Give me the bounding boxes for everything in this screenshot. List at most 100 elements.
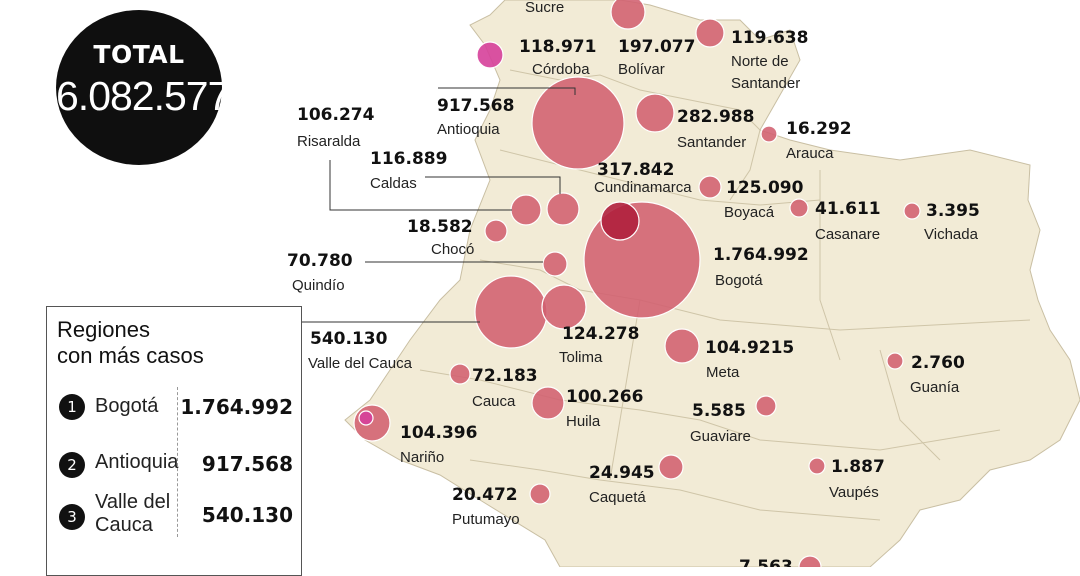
case-bubbles — [353, 0, 921, 567]
label-huila: Huila — [566, 413, 601, 430]
total-title: TOTAL — [93, 40, 185, 69]
value-bolivar: 197.077 — [618, 37, 695, 57]
value-amazonas: 7.563 — [739, 557, 793, 567]
label-boyaca: Boyacá — [724, 204, 775, 221]
bubble-guaviare — [755, 395, 777, 417]
label-casanare: Casanare — [815, 226, 880, 243]
bubble-sucre — [610, 0, 646, 30]
ranking-box: Regiones con más casos 1 Bogotá 1.764.99… — [46, 306, 302, 576]
bubble-valle — [474, 275, 548, 349]
value-arauca: 16.292 — [786, 119, 852, 139]
value-boyaca: 125.090 — [726, 178, 804, 198]
ranking-title: Regiones con más casos — [57, 317, 204, 369]
label-sucre: Sucre — [525, 0, 564, 16]
label-norte-santander-1: Norte de — [731, 53, 789, 70]
bubble-meta — [664, 328, 700, 364]
label-bolivar: Bolívar — [618, 61, 665, 78]
value-meta: 104.9215 — [705, 338, 794, 358]
value-antioquia: 917.568 — [437, 96, 514, 116]
bubble-arauca — [760, 125, 778, 143]
ranking-title-line1: Regiones — [57, 317, 150, 342]
label-quindio: Quindío — [292, 277, 345, 294]
ranking-row-3: 3 Valle del Cauca 540.130 — [59, 491, 299, 543]
bubble-caldas — [546, 192, 580, 226]
department-borders — [419, 69, 1031, 521]
rank-name-1: Bogotá — [95, 395, 159, 417]
label-santander: Santander — [677, 134, 746, 151]
value-risaralda: 106.274 — [297, 105, 375, 125]
bubble-narino — [353, 404, 391, 442]
ranking-row-1: 1 Bogotá 1.764.992 — [59, 393, 299, 445]
label-risaralda: Risaralda — [297, 133, 361, 150]
bubble-amazonas — [798, 555, 822, 567]
value-quindio: 70.780 — [287, 251, 353, 271]
value-narino: 104.396 — [400, 423, 477, 443]
label-bogota: Bogotá — [715, 272, 763, 289]
label-caqueta: Caquetá — [589, 489, 646, 506]
value-vichada: 3.395 — [926, 201, 980, 221]
label-cordoba: Córdoba — [532, 61, 590, 78]
label-caldas: Caldas — [370, 175, 417, 192]
value-huila: 100.266 — [566, 387, 643, 407]
rank-badge-2: 2 — [59, 452, 85, 478]
value-caldas: 116.889 — [370, 149, 447, 169]
label-narino: Nariño — [400, 449, 444, 466]
bubble-boyaca — [698, 175, 722, 199]
rank-name-3-line2: Cauca — [95, 514, 153, 536]
bubble-narino-inner — [358, 410, 374, 426]
label-meta: Meta — [706, 364, 740, 381]
value-cundinamarca: 317.842 — [597, 160, 674, 180]
rank-badge-1: 1 — [59, 394, 85, 420]
rank-name-3: Valle del Cauca — [95, 491, 175, 537]
ranking-separator — [177, 387, 178, 537]
label-cundinamarca: Cundinamarca — [594, 179, 692, 196]
value-tolima: 124.278 — [562, 324, 639, 344]
value-choco: 18.582 — [407, 217, 473, 237]
value-bogota: 1.764.992 — [713, 245, 809, 265]
rank-badge-3: 3 — [59, 504, 85, 530]
region-labels: Sucre 118.971 Córdoba 197.077 Bolívar 11… — [287, 0, 980, 567]
bubble-choco — [484, 219, 508, 243]
value-guania: 2.760 — [911, 353, 965, 373]
ranking-title-line2: con más casos — [57, 343, 204, 368]
value-casanare: 41.611 — [815, 199, 881, 219]
bubble-cundinamarca — [600, 201, 640, 241]
value-santander: 282.988 — [677, 107, 754, 127]
bubble-caqueta — [658, 454, 684, 480]
value-valle: 540.130 — [310, 329, 388, 349]
bubble-guania — [886, 352, 904, 370]
label-vaupes: Vaupés — [829, 484, 879, 501]
label-arauca: Arauca — [786, 145, 834, 162]
bubble-huila — [531, 386, 565, 420]
bubble-cauca — [449, 363, 471, 385]
bubble-tolima — [541, 284, 587, 330]
total-badge: TOTAL 6.082.577 — [56, 10, 230, 165]
label-valle: Valle del Cauca — [308, 355, 413, 372]
bubble-quindio — [542, 251, 568, 277]
value-cordoba: 118.971 — [519, 37, 596, 57]
value-putumayo: 20.472 — [452, 485, 518, 505]
value-guaviare: 5.585 — [692, 401, 746, 421]
label-tolima: Tolima — [559, 349, 603, 366]
bubble-casanare — [789, 198, 809, 218]
bubble-norte-santander — [695, 18, 725, 48]
total-value: 6.082.577 — [56, 73, 230, 119]
label-guania: Guanía — [910, 379, 960, 396]
rank-value-2: 917.568 — [201, 452, 293, 476]
value-caqueta: 24.945 — [589, 463, 655, 483]
rank-value-1: 1.764.992 — [180, 395, 293, 419]
label-guaviare: Guaviare — [690, 428, 751, 445]
rank-value-3: 540.130 — [201, 503, 293, 527]
ranking-row-2: 2 Antioquia 917.568 — [59, 449, 299, 501]
value-cauca: 72.183 — [472, 366, 538, 386]
bubble-antioquia — [531, 76, 625, 170]
label-putumayo: Putumayo — [452, 511, 520, 528]
bubble-santander — [635, 93, 675, 133]
label-norte-santander-2: Santander — [731, 75, 800, 92]
value-vaupes: 1.887 — [831, 457, 885, 477]
bubble-risaralda — [510, 194, 542, 226]
bubble-cordoba — [476, 41, 504, 69]
rank-name-2: Antioquia — [95, 451, 179, 473]
leader-lines — [297, 87, 576, 323]
